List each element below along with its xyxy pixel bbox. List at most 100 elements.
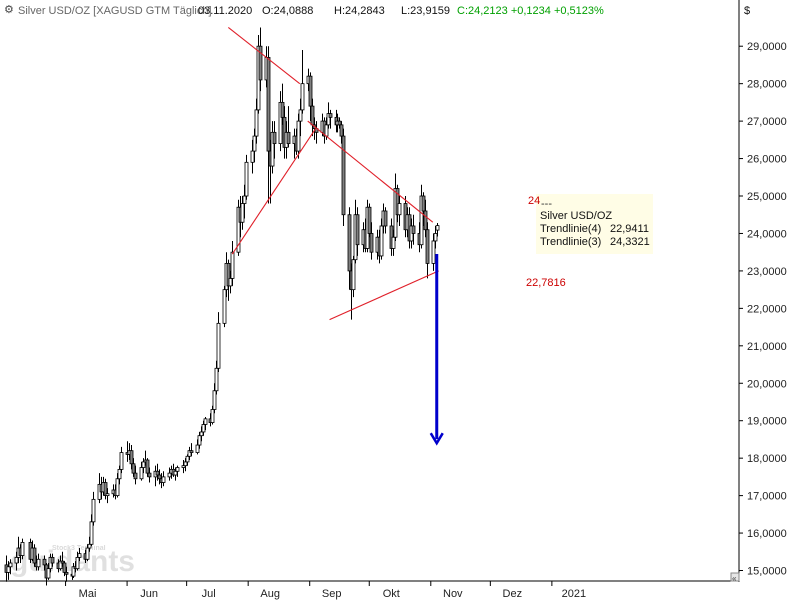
candle-body [339,124,344,137]
x-tick-label: Mai [79,588,97,600]
candle-body [337,120,342,126]
x-tick-label: Okt [383,588,400,600]
trendline[interactable] [227,27,301,85]
candle-body [105,493,110,497]
candle-body [87,543,92,549]
header-open: O:24,0888 [262,5,313,17]
candle-body [195,444,200,453]
candle-body [425,229,430,264]
y-tick-label: 25,0000 [747,191,787,203]
candle-body [272,131,277,144]
candle-body [250,150,255,163]
candle-body [355,214,360,246]
candle-body [6,566,11,573]
y-tick-label: 20,0000 [747,378,787,390]
y-tick-label: 21,0000 [747,341,787,353]
candle-body [64,571,69,575]
candle-body [341,135,346,216]
y-tick-label: 28,0000 [747,79,787,91]
x-tick-label: Sep [322,588,342,600]
legend-value-top: 24 [528,195,540,207]
trendline[interactable] [329,270,439,321]
candle-body [201,424,206,433]
x-tick-label: Jun [140,588,158,600]
candle-body [119,452,124,470]
scroll-corner-icon[interactable]: « [730,572,740,583]
x-tick-label: Nov [443,588,463,600]
candle-body [421,195,426,212]
header-close-change: C:24,2123 +0,1234 +0,5123% [457,5,604,17]
y-tick-label: 17,0000 [747,491,787,503]
candle-body [308,75,313,107]
candle-body [216,322,221,369]
candle-body [203,418,208,425]
legend-dashes: --- [541,198,552,210]
candle-body [89,521,94,545]
candle-body [379,225,384,257]
trendline[interactable] [307,120,434,223]
candle-body [157,474,162,480]
trendlines [227,27,439,321]
candle-body [50,557,55,564]
y-tick-label: 29,0000 [747,41,787,53]
legend-row-label: Trendlinie(4) [540,223,601,235]
y-tick-label: 16,0000 [747,528,787,540]
watermark-small: Stock3 Terminal [52,545,106,552]
candle-body [183,461,188,467]
y-tick-label: 24,0000 [747,228,787,240]
candle-body [296,120,301,152]
candle-body [242,195,247,204]
candle-body [14,557,19,564]
candles [4,27,440,586]
settings-icon[interactable]: ⚙ [4,4,14,16]
legend-background [536,194,653,254]
x-axis-ticks: Mai Jun Jul Aug Sep Okt Nov Dez 2021 [65,581,586,600]
header-date: 03.11.2020 [198,5,252,17]
candle-body [347,214,352,272]
y-tick-label: 19,0000 [747,416,787,428]
candle-body [199,431,204,437]
x-tick-label: Jul [202,588,216,600]
candle-body [91,498,96,523]
legend-value-bottom: 22,7816 [526,277,566,289]
candle-body [147,472,152,478]
candle-body [383,210,388,227]
target-arrow-head [429,432,444,446]
candle-body [20,542,25,556]
trendline[interactable] [231,128,317,255]
candle-body [214,367,219,392]
candle-body [254,109,259,137]
candle-body [391,236,396,249]
candle-body [133,472,138,480]
candle-body [139,467,144,480]
candle-body [161,476,166,483]
candle-body [300,83,305,111]
y-tick-label: 18,0000 [747,453,787,465]
candle-body [423,210,428,231]
candle-body [8,562,13,568]
legend-title: Silver USD/OZ [540,210,612,222]
candle-body [435,225,440,231]
candle-body [131,463,136,474]
candle-body [189,450,194,453]
y-axis-ticks: 15,0000 16,0000 17,0000 18,0000 19,0000 20,00… [739,41,787,578]
candle-body [141,461,146,468]
candle-body [431,240,436,264]
y-tick-label: 26,0000 [747,154,787,166]
candle-body [258,45,263,81]
candle-body [324,124,329,137]
y-tick-label: 22,0000 [747,303,787,315]
x-tick-label: Aug [260,588,280,600]
legend-row-label: Trendlinie(3) [540,236,601,248]
candle-body [185,455,190,463]
candle-body [62,562,67,573]
candle-body [351,259,356,291]
candle-body [266,57,271,152]
y-tick-label: 15,0000 [747,566,787,578]
candle-body [286,131,291,144]
candle-body [228,278,233,287]
x-tick-label: Dez [503,588,523,600]
candle-body [175,467,180,472]
candle-body [115,478,120,497]
